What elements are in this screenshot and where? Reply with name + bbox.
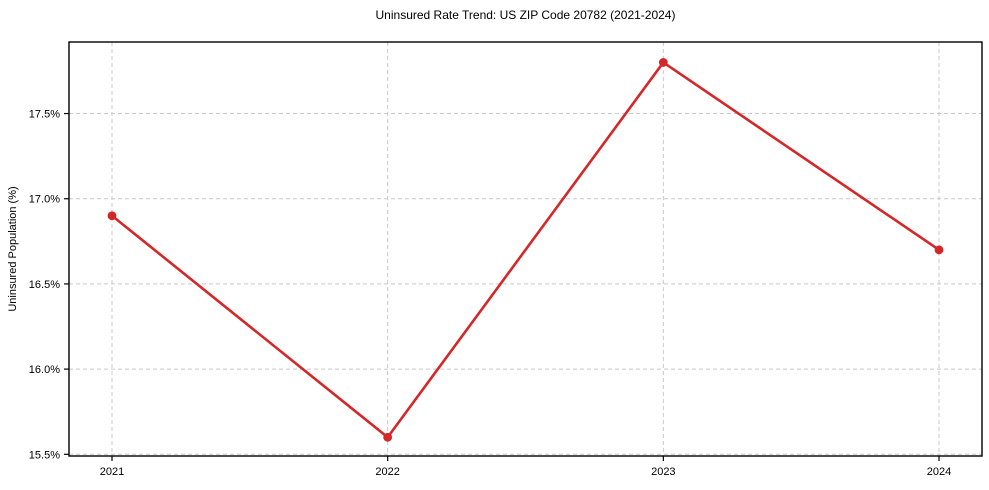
x-tick-label: 2021 <box>100 466 124 478</box>
data-point-2022 <box>383 432 393 442</box>
chart-title: Uninsured Rate Trend: US ZIP Code 20782 … <box>375 8 676 22</box>
data-point-2021 <box>107 211 117 221</box>
x-tick-label: 2023 <box>651 466 675 478</box>
y-tick-label: 17.0% <box>29 194 60 206</box>
data-point-2023 <box>658 58 668 67</box>
axis-spine <box>68 41 983 457</box>
y-tick-label: 15.5% <box>29 449 60 461</box>
y-tick-label: 17.5% <box>29 109 60 121</box>
trend-line <box>110 61 941 439</box>
x-tick-label: 2024 <box>927 466 951 478</box>
y-tick-label: 16.0% <box>29 364 60 376</box>
y-tick-label: 16.5% <box>29 279 60 291</box>
x-tick-label: 2022 <box>375 466 399 478</box>
data-point-2024 <box>934 245 944 255</box>
